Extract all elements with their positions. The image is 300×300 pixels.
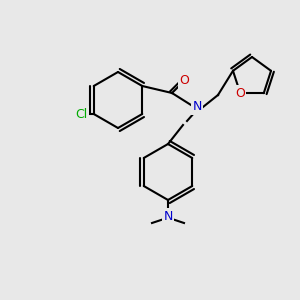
Text: O: O [179,74,189,88]
Text: Cl: Cl [76,107,88,121]
Text: O: O [235,87,245,100]
Text: N: N [192,100,202,113]
Text: N: N [163,209,173,223]
